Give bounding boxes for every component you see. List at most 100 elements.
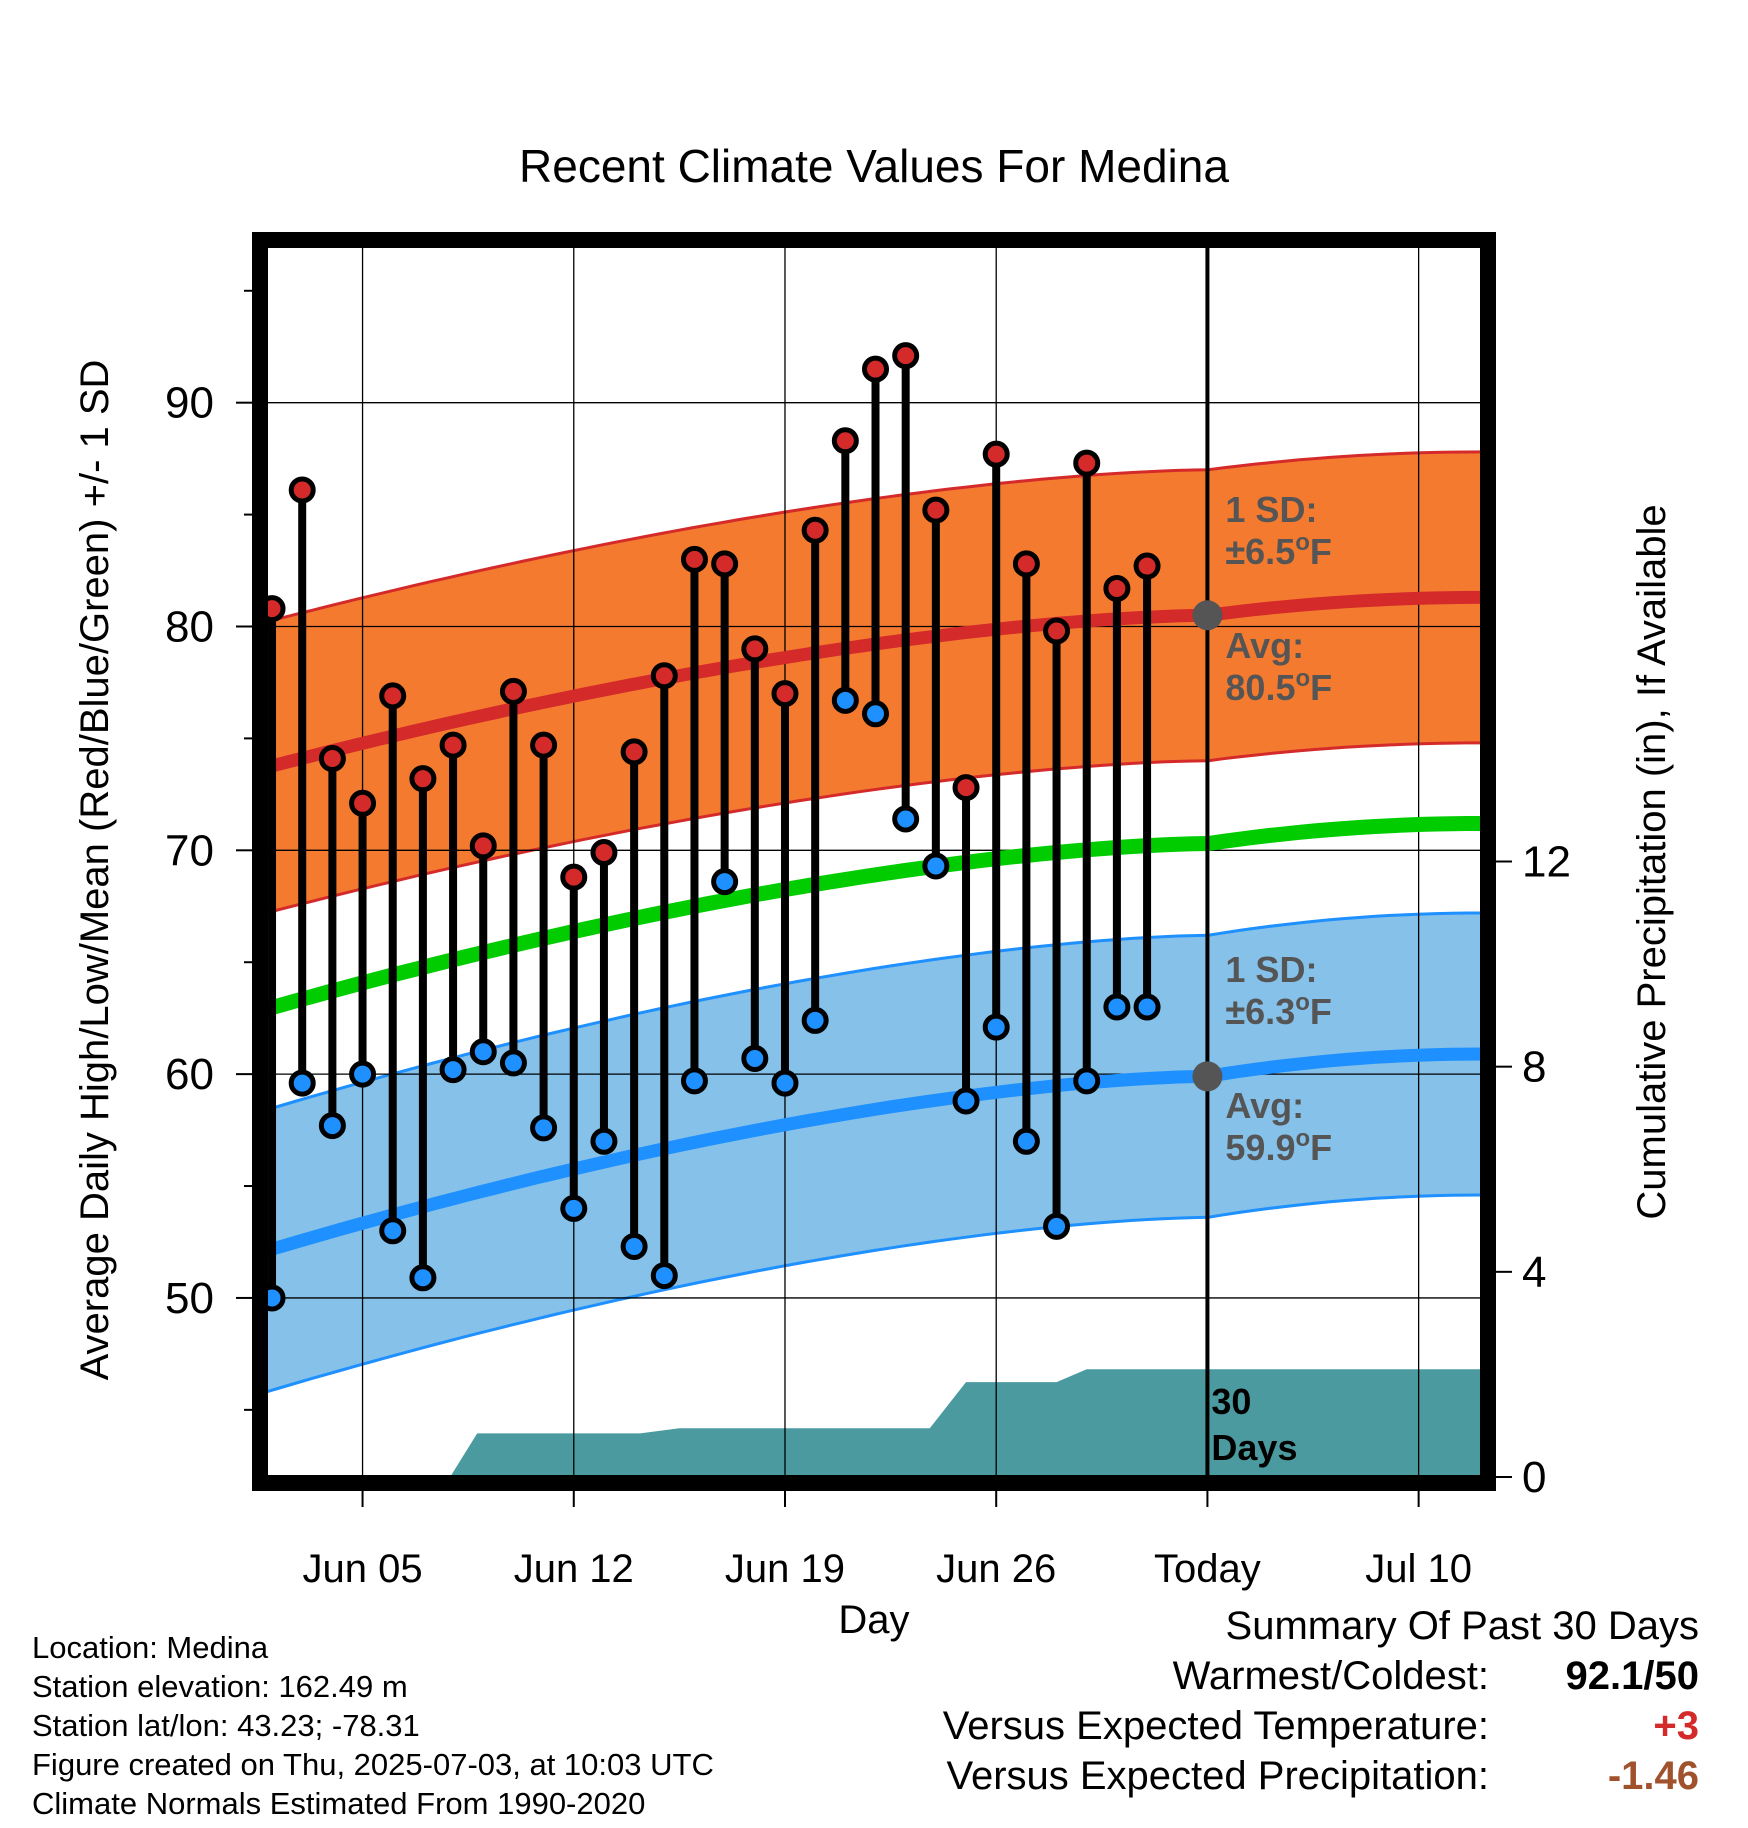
low-point-day-18 (771, 1069, 799, 1097)
high-point-day-3 (318, 745, 346, 773)
info-latlon: Station lat/lon: 43.23; -78.31 (32, 1708, 420, 1743)
x-tick-label-11: Jun 12 (514, 1547, 634, 1591)
normal-mean-line (264, 816, 1482, 1017)
low-point-day-6 (409, 1264, 437, 1292)
low-point-day-11 (560, 1194, 588, 1222)
low-point-day-17 (741, 1044, 769, 1072)
y-tick-label-80: 80 (165, 602, 214, 651)
low-avg-annotation-value: 59.9 (1225, 1127, 1295, 1168)
low-point-day-29 (1103, 993, 1131, 1021)
chart-title: Recent Climate Values For Medina (519, 140, 1229, 192)
info-elevation: Station elevation: 162.49 m (32, 1669, 408, 1704)
normal-low-line (264, 1047, 1483, 1258)
daily-markers (258, 342, 1161, 1312)
high-point-day-6 (409, 765, 437, 793)
high-point-day-24 (952, 774, 980, 802)
low-point-day-30 (1133, 993, 1161, 1021)
precip-label-line2: Days (1211, 1427, 1297, 1468)
low-point-day-8 (469, 1038, 497, 1066)
low-point-day-23 (922, 852, 950, 880)
low-point-day-15 (680, 1067, 708, 1095)
y2-axis-label: Cumulative Precipitation (in), If Availa… (1630, 504, 1674, 1219)
x-tick-label-18: Jun 19 (725, 1547, 845, 1591)
high-point-day-9 (499, 677, 527, 705)
summary-warmest-value: 92.1/50 (1565, 1654, 1699, 1698)
high-point-day-27 (1043, 617, 1071, 645)
high-point-day-22 (892, 342, 920, 370)
daily-range-stems (268, 355, 1152, 1298)
high-point-day-19 (801, 516, 829, 544)
high-point-day-26 (1012, 550, 1040, 578)
precipitation-area (272, 1369, 1482, 1477)
station-info: Location: Medina Station elevation: 162.… (32, 1628, 714, 1823)
y2-tick-label-4: 4 (1522, 1248, 1546, 1297)
low-point-day-13 (620, 1232, 648, 1260)
low-avg-annotation-degree: o (1295, 1125, 1310, 1152)
low-point-day-12 (590, 1127, 618, 1155)
y-tick-label-70: 70 (165, 826, 214, 875)
summary-precip-label: Versus Expected Precipitation: (946, 1754, 1489, 1798)
high-point-day-2 (288, 476, 316, 504)
high-point-day-23 (922, 496, 950, 524)
low-point-day-10 (530, 1114, 558, 1142)
today-low-avg-marker (1192, 1061, 1223, 1092)
high-point-day-11 (560, 863, 588, 891)
summary-precip-value: -1.46 (1607, 1754, 1699, 1798)
summary-temp-row: Versus Expected Temperature: +3 (799, 1704, 1699, 1754)
y2-tick-label-0: 0 (1522, 1453, 1546, 1502)
low-point-day-21 (862, 700, 890, 728)
low-sd-annotation-value: ±6.3 (1225, 991, 1295, 1032)
y-tick-label-60: 60 (165, 1050, 214, 1099)
high-point-day-15 (680, 545, 708, 573)
low-band-upper-edge (265, 911, 1482, 1112)
high-point-day-13 (620, 738, 648, 766)
axes: 50 60 70 80 90 0 4 8 12 Jun 05 Jun 12 Jun 19 Jun 26 T… (165, 289, 1571, 1591)
high-avg-annotation-line1: Avg: (1225, 625, 1304, 666)
low-point-day-27 (1043, 1212, 1071, 1240)
high-point-day-25 (982, 440, 1010, 468)
precip-fill (272, 1369, 1482, 1477)
low-band-lower-edge (265, 1193, 1483, 1394)
low-point-day-9 (499, 1049, 527, 1077)
high-sd-annotation-line1: 1 SD: (1225, 489, 1317, 530)
high-point-day-12 (590, 839, 618, 867)
high-sd-annotation-value: ±6.5 (1225, 531, 1295, 572)
low-point-day-25 (982, 1013, 1010, 1041)
high-point-day-5 (379, 682, 407, 710)
summary-warmest-row: Warmest/Coldest: 92.1/50 (799, 1654, 1699, 1704)
high-point-day-7 (439, 731, 467, 759)
summary-title: Summary Of Past 30 Days (1225, 1604, 1699, 1648)
x-axis-label: Day (838, 1598, 909, 1642)
high-point-day-21 (862, 355, 890, 383)
low-point-day-5 (379, 1217, 407, 1245)
plot-frame (252, 232, 1496, 1491)
low-point-day-28 (1073, 1067, 1101, 1095)
high-avg-annotation-line2: 80.5oF (1225, 665, 1332, 708)
high-avg-annotation-degree: o (1295, 665, 1310, 692)
low-point-day-26 (1012, 1127, 1040, 1155)
summary-temp-value: +3 (1653, 1704, 1699, 1748)
high-point-day-17 (741, 635, 769, 663)
high-point-day-16 (711, 550, 739, 578)
high-point-day-8 (469, 832, 497, 860)
y2-tick-label-8: 8 (1522, 1043, 1546, 1092)
x-tick-label-32: Today (1154, 1547, 1261, 1591)
x-tick-label-25: Jun 26 (936, 1547, 1056, 1591)
summary-title-row: Summary Of Past 30 Days (799, 1604, 1699, 1654)
low-point-day-14 (650, 1262, 678, 1290)
y-tick-label-90: 90 (165, 379, 214, 428)
high-point-day-14 (650, 662, 678, 690)
summary-warmest-label: Warmest/Coldest: (1172, 1654, 1489, 1698)
summary-panel: Summary Of Past 30 Days Warmest/Coldest:… (799, 1604, 1699, 1804)
low-point-day-2 (288, 1069, 316, 1097)
low-point-day-19 (801, 1006, 829, 1034)
high-point-day-20 (831, 427, 859, 455)
high-sd-annotation-unit: F (1310, 531, 1332, 572)
high-sd-annotation-line2: ±6.5oF (1225, 529, 1331, 572)
low-sd-annotation-degree: o (1295, 989, 1310, 1016)
low-sd-annotation-line2: ±6.3oF (1225, 989, 1331, 1032)
plot-border (252, 232, 1496, 1491)
low-point-day-24 (952, 1087, 980, 1115)
